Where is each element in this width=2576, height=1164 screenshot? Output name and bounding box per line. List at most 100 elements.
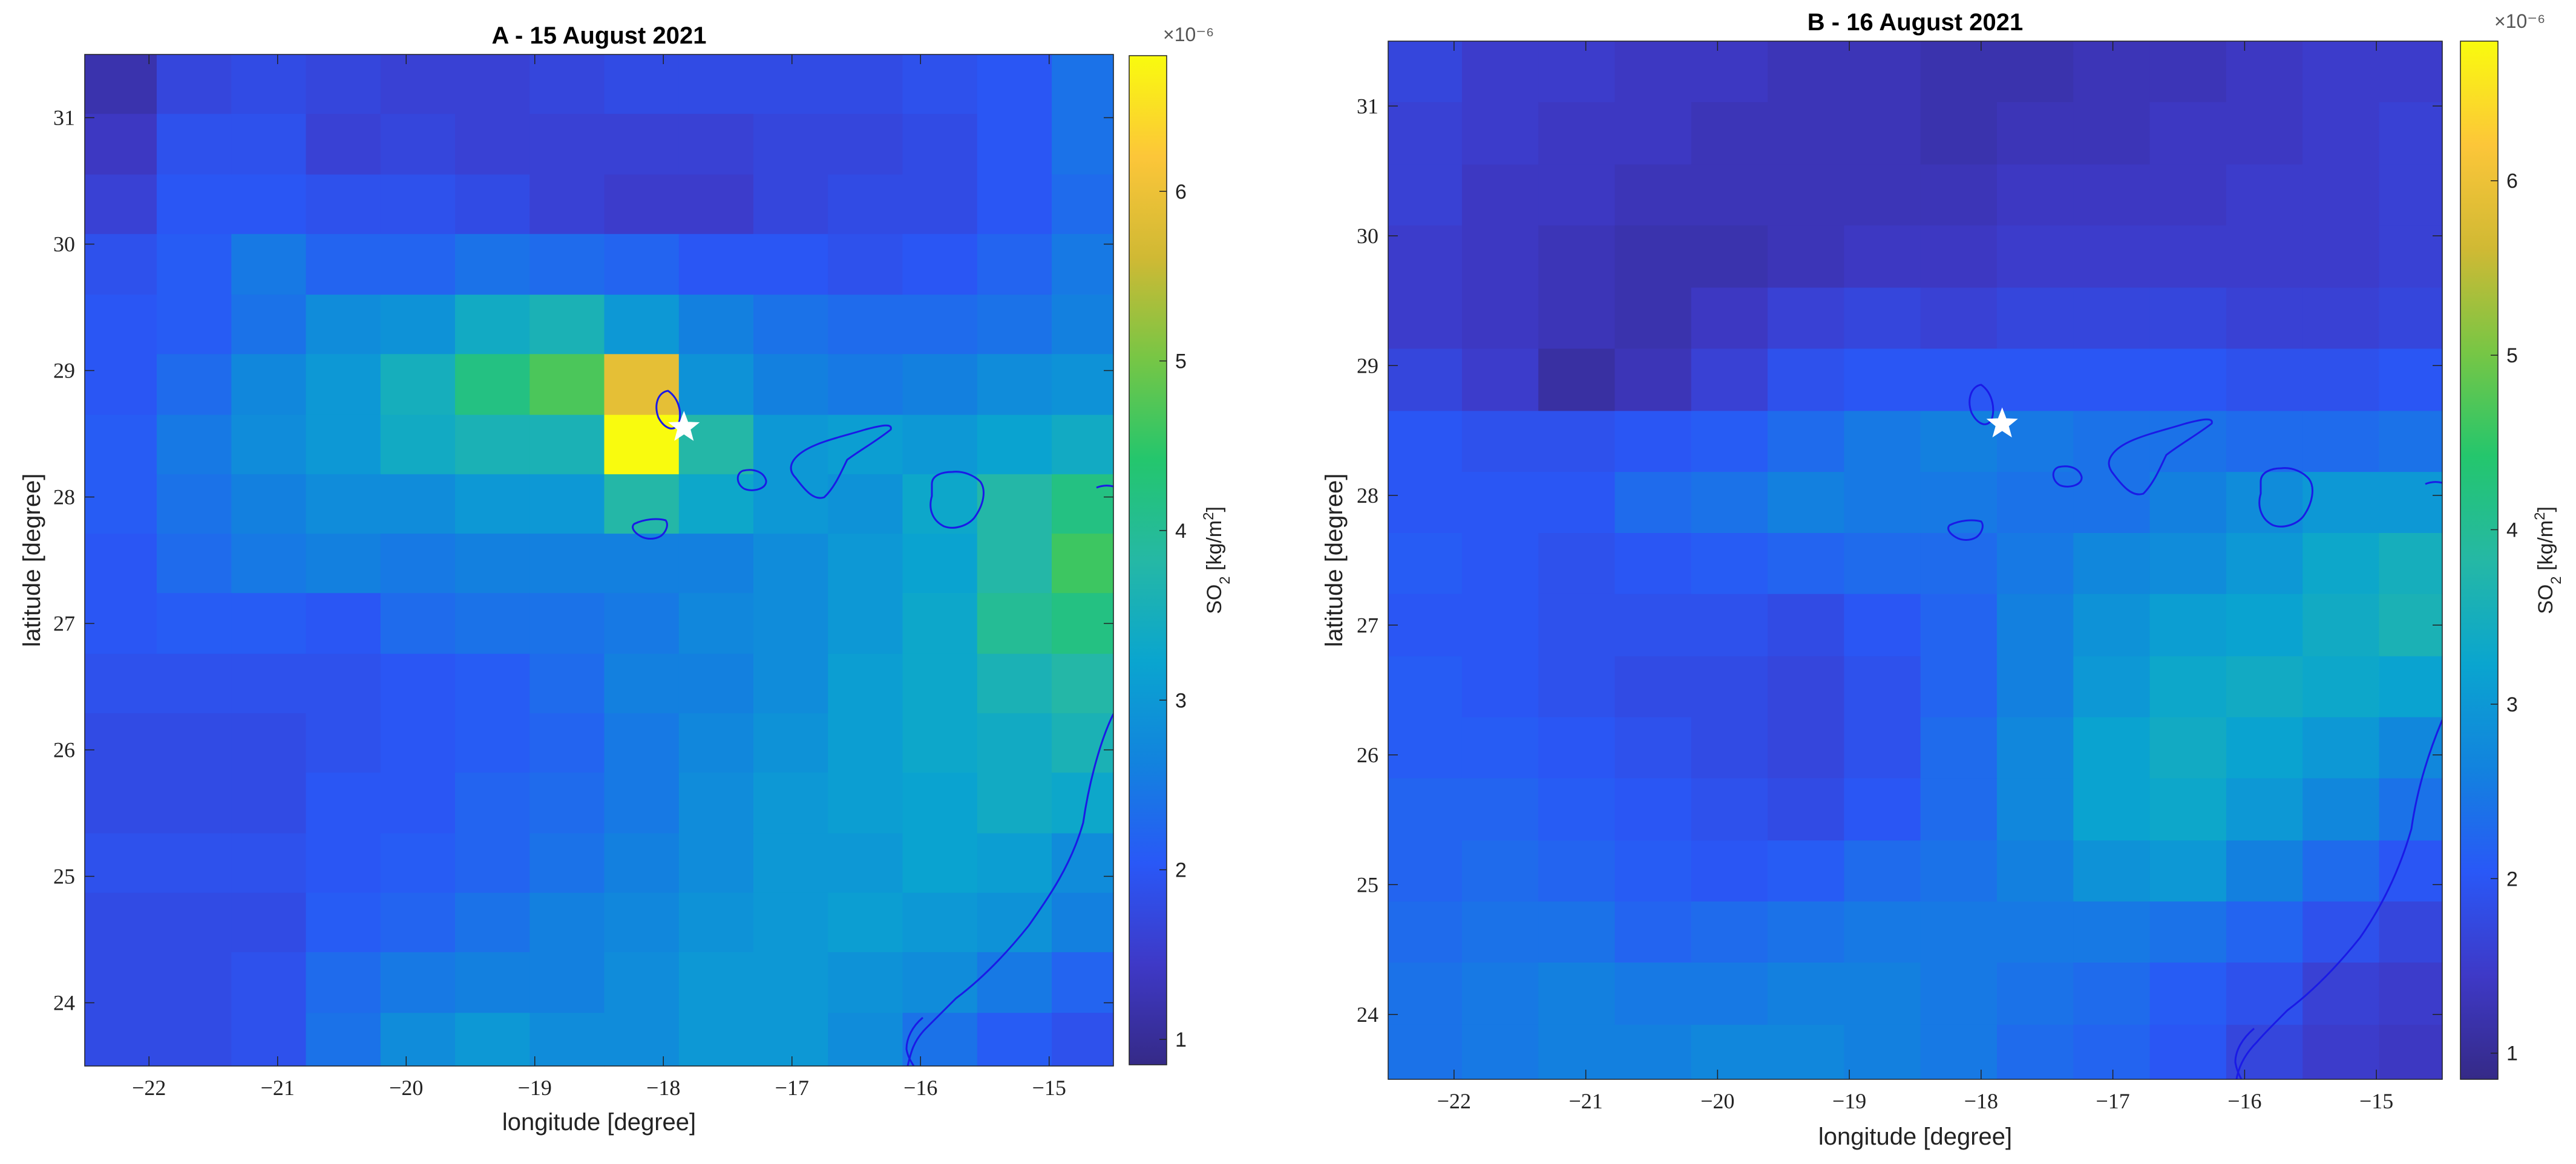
heatmap-cell	[977, 114, 1052, 175]
heatmap-cell	[1844, 225, 1921, 289]
heatmap-cell	[1052, 593, 1114, 655]
heatmap-cell	[2302, 840, 2380, 902]
heatmap-cell	[1461, 225, 1539, 289]
heatmap-cell	[902, 773, 978, 834]
heatmap-cell	[1461, 778, 1539, 841]
heatmap-cell	[455, 892, 530, 953]
colorbar-tick-label: 1	[2506, 1042, 2518, 1065]
heatmap-cell	[380, 892, 456, 953]
heatmap-cell	[1461, 287, 1539, 349]
y-tick-label: 30	[53, 232, 75, 257]
heatmap-cell	[1844, 717, 1921, 779]
heatmap-cell	[1388, 963, 1463, 1025]
coastline-la-gomera	[736, 469, 767, 491]
heatmap-cell	[678, 534, 754, 593]
heatmap-cell	[1997, 472, 2074, 534]
heatmap-cell	[1388, 41, 1463, 103]
x-axis-label: longitude [degree]	[502, 1109, 696, 1136]
heatmap-cell	[1997, 164, 2074, 226]
heatmap-cell	[1052, 54, 1114, 114]
heatmap-cell	[828, 653, 903, 714]
heatmap-cell	[902, 114, 978, 175]
heatmap-cell	[1052, 295, 1114, 355]
heatmap-cell	[1614, 41, 1692, 103]
heatmap-cell	[1997, 717, 2074, 779]
heatmap-cell	[306, 713, 381, 773]
heatmap-cell	[85, 114, 157, 175]
heatmap-cell	[678, 295, 754, 355]
coastline-gran-canaria	[2258, 467, 2313, 528]
heatmap-cell	[1538, 963, 1616, 1025]
heatmap-cell	[2149, 840, 2227, 902]
heatmap-cell	[1691, 411, 1768, 472]
heatmap-cell	[1388, 411, 1463, 472]
heatmap-cell	[1768, 411, 1844, 472]
heatmap-cell	[2149, 717, 2227, 779]
heatmap-cell	[678, 833, 754, 894]
heatmap-cell	[2149, 348, 2227, 411]
heatmap-cell	[306, 534, 381, 593]
x-tick-label: −16	[903, 1076, 937, 1100]
x-tick-label: −22	[132, 1076, 166, 1100]
heatmap-cell	[902, 414, 978, 475]
coastlines	[1947, 384, 2442, 1079]
heatmap-cell	[2379, 533, 2443, 595]
heatmap-cell	[2379, 287, 2443, 349]
heatmap-cell	[1920, 287, 1998, 349]
heatmap-cell	[2226, 593, 2303, 657]
heatmap-cell	[2149, 901, 2227, 963]
heatmap-cell	[2149, 472, 2227, 534]
coastline-gran-canaria	[929, 471, 985, 529]
heatmap-cell	[1768, 656, 1844, 718]
heatmap-cell	[1461, 348, 1539, 411]
heatmap-cell	[604, 833, 680, 894]
heatmap-cell	[1844, 840, 1921, 902]
heatmap-cell	[977, 414, 1052, 475]
heatmap-cell	[1461, 963, 1539, 1025]
colorbar-scale	[2460, 41, 2499, 1080]
heatmap-cell	[85, 234, 157, 295]
heatmap-cell	[1538, 533, 1616, 595]
heatmap-cell	[828, 414, 903, 475]
heatmap-cell	[1388, 533, 1463, 595]
heatmap-cell	[1691, 472, 1768, 534]
heatmap-cell	[604, 114, 680, 175]
heatmap-cell	[1461, 901, 1539, 963]
y-tick-label: 24	[53, 991, 75, 1015]
heatmap-cell	[85, 295, 157, 355]
heatmap-cell	[231, 833, 307, 894]
heatmap-cell	[455, 54, 530, 114]
heatmap-cell	[529, 354, 605, 416]
chart-title: B - 16 August 2021	[1807, 9, 2023, 36]
heatmap-cell	[2149, 533, 2227, 595]
heatmap-cell	[1691, 593, 1768, 657]
heatmap-cell	[1461, 164, 1539, 226]
heatmap-cell	[306, 952, 381, 1013]
heatmap-cell	[1052, 354, 1114, 416]
heatmap-cell	[1052, 952, 1114, 1013]
heatmap-cell	[2149, 225, 2227, 289]
heatmap-cell	[157, 952, 232, 1013]
heatmap-cell	[1920, 164, 1998, 226]
heatmap-cell	[455, 295, 530, 355]
heatmap-cell	[604, 952, 680, 1013]
heatmap-cell	[753, 653, 828, 714]
heatmap-cell	[157, 414, 232, 475]
heatmap-cell	[231, 114, 307, 175]
heatmap-cell	[1997, 348, 2074, 411]
heatmap-cell	[2226, 472, 2303, 534]
heatmap-cell	[306, 773, 381, 834]
heatmap-cell	[1844, 1024, 1921, 1080]
heatmap-cell	[380, 773, 456, 834]
heatmap-cell	[529, 54, 605, 114]
heatmap-cell	[2226, 164, 2303, 226]
heatmap-cell	[828, 174, 903, 235]
heatmap-cell	[1538, 656, 1616, 718]
heatmap-cell	[380, 234, 456, 295]
heatmap-cell	[828, 295, 903, 355]
heatmap-cell	[231, 534, 307, 593]
heatmap-cell	[1997, 287, 2074, 349]
heatmap-cell	[529, 773, 605, 834]
heatmap-cell	[2149, 963, 2227, 1025]
heatmap-cells	[1388, 41, 2443, 1080]
